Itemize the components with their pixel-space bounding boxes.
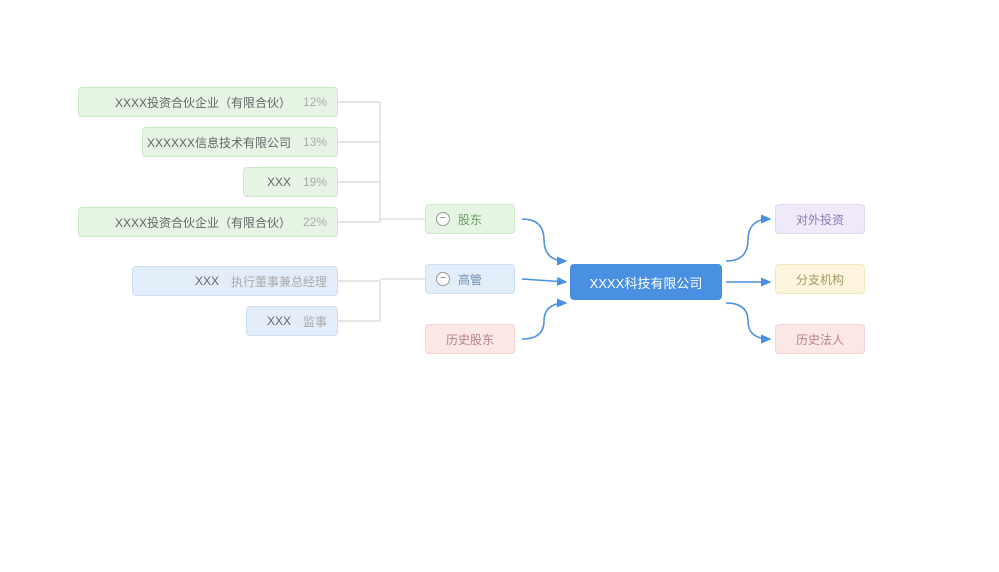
arrow (522, 279, 566, 282)
category-outbound[interactable]: 对外投资 (775, 204, 865, 234)
leaf-percent: 12% (303, 95, 327, 109)
leaf-name: XXX (267, 175, 291, 189)
leaf-percent: 13% (303, 135, 327, 149)
leaf-name: XXXX投资合伙企业（有限合伙） (115, 214, 291, 231)
category-label: 对外投资 (796, 211, 844, 228)
leaf-item[interactable]: XXXX投资合伙企业（有限合伙） 22% (78, 207, 338, 237)
category-label: 分支机构 (796, 271, 844, 288)
toggle-icon[interactable]: − (436, 272, 450, 286)
center-company-node[interactable]: XXXX科技有限公司 (570, 264, 722, 300)
leaf-role: 监事 (303, 313, 327, 330)
category-label: 历史法人 (796, 331, 844, 348)
category-executives[interactable]: −高管 (425, 264, 515, 294)
diagram-canvas: XXXX科技有限公司−股东−高管历史股东对外投资分支机构历史法人XXXX投资合伙… (0, 0, 999, 572)
arrow (522, 219, 566, 261)
category-label: 历史股东 (446, 331, 494, 348)
category-shareholders[interactable]: −股东 (425, 204, 515, 234)
toggle-icon[interactable]: − (436, 212, 450, 226)
leaf-name: XXXXXX信息技术有限公司 (147, 134, 291, 151)
leaf-item[interactable]: XXX 19% (243, 167, 338, 197)
category-branches[interactable]: 分支机构 (775, 264, 865, 294)
leaf-role: 执行董事兼总经理 (231, 273, 327, 290)
category-hist_share[interactable]: 历史股东 (425, 324, 515, 354)
leaf-item[interactable]: XXXX投资合伙企业（有限合伙） 12% (78, 87, 338, 117)
tree-connector (338, 279, 425, 321)
leaf-name: XXXX投资合伙企业（有限合伙） (115, 94, 291, 111)
category-label: 高管 (458, 271, 482, 288)
arrow (726, 219, 770, 261)
category-hist_legal[interactable]: 历史法人 (775, 324, 865, 354)
leaf-item[interactable]: XXXXXX信息技术有限公司 13% (142, 127, 338, 157)
leaf-item[interactable]: XXX 执行董事兼总经理 (132, 266, 338, 296)
leaf-percent: 19% (303, 175, 327, 189)
category-label: 股东 (458, 211, 482, 228)
arrow (522, 303, 566, 339)
leaf-name: XXX (267, 314, 291, 328)
tree-connector (338, 102, 425, 222)
arrow (726, 303, 770, 339)
leaf-name: XXX (195, 274, 219, 288)
leaf-percent: 22% (303, 215, 327, 229)
leaf-item[interactable]: XXX 监事 (246, 306, 338, 336)
